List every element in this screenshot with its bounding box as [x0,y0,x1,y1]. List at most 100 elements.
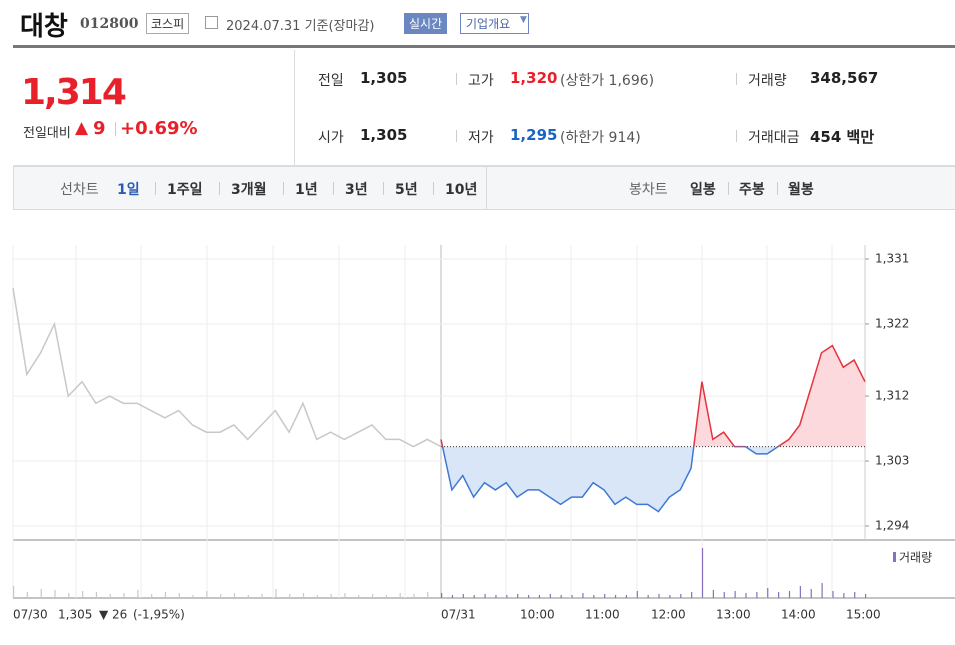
x-tick-label: 11:00 [585,608,620,622]
volume-bar [385,595,387,598]
divider [456,73,457,85]
divider [219,182,220,195]
volume-bar [95,592,98,598]
volume-bar [247,595,249,598]
y-tick-label: 1,312 [875,389,909,403]
volume-bar [865,594,867,598]
volume-bar [636,591,638,598]
volume-bar [462,594,464,598]
volume-bar [68,593,70,598]
item-value: 1,305 [360,126,408,144]
divider [736,130,737,142]
change: 9 [93,118,106,139]
volume-bar [658,594,660,598]
market-badge: 코스피 [146,13,190,34]
volume-bar [206,591,208,598]
item-value: 454 백만 [810,128,875,146]
volume-bar [549,594,551,598]
volume-bar [192,595,194,598]
prev-change: ▼ 26 [99,608,127,622]
item-label: 시가 [318,130,344,146]
divider [486,167,487,209]
volume-bar [289,594,291,598]
volume-bar [151,594,153,598]
volume-bar [302,593,305,598]
y-tick-label: 1,322 [875,316,909,330]
volume-bar [427,592,429,598]
x-tick-label: 12:00 [651,608,686,622]
tab[interactable]: 주봉 [739,182,765,198]
prev-close: 1,305 [58,608,92,622]
volume-bar [451,595,454,598]
volume-bar [669,595,671,598]
tab-bar: 선차트 1일 1주일 3개월 1년 3년 5년 10년 봉차트 일봉 주봉 월봉 [13,166,955,210]
divider [155,182,156,195]
volume-bar [593,595,595,598]
volume-bar [810,589,812,598]
item-note: (상한가 1,696) [560,73,655,89]
volume-bar [723,592,725,598]
y-tick-label: 1,294 [875,519,909,533]
divider [383,182,384,195]
tab-group-label: 봉차트 [629,182,668,198]
volume-bar [712,590,714,598]
stock-code: 012800 [80,16,139,32]
tab[interactable]: 3개월 [231,182,267,198]
divider [736,73,737,85]
tab-group-label: 선차트 [60,182,99,198]
volume-bar [484,594,486,598]
volume-bar [109,594,111,598]
volume-bar [571,595,573,598]
item-value: 1,305 [360,69,408,87]
company-button[interactable]: 기업개요 [460,13,530,34]
divider [433,182,434,195]
summary: 1,314 전일대비 ▲ 9 +0.69% 전일 1,305 고가 1,320 (상한가… [13,50,955,166]
volume-bar [441,594,443,598]
item-note: (하한가 914) [560,130,641,146]
x-tick-label: 13:00 [716,608,751,622]
volume-bar [778,592,780,598]
item-value: 1,295 [510,126,558,144]
tab[interactable]: 3년 [345,182,368,198]
y-tick-label: 1,331 [875,252,909,266]
tab[interactable]: 월봉 [788,182,814,198]
tab[interactable]: 1일 [117,182,140,198]
item-label: 전일 [318,73,344,89]
divider [777,182,778,195]
volume-bar [506,595,508,598]
divider [294,50,295,165]
divider [728,182,729,195]
tab[interactable]: 일봉 [690,182,716,198]
volume-bar [371,594,374,598]
volume-bar [680,594,682,598]
volume-bar [843,593,845,598]
item-value: 348,567 [810,69,879,87]
x-tick-label: 10:00 [520,608,555,622]
volume-bar [527,595,530,598]
x-tick-label: 07/31 [441,608,476,622]
volume-bar [582,593,584,598]
tab[interactable]: 1년 [295,182,318,198]
volume-bar [560,595,562,598]
volume-bar [399,593,401,598]
volume-bar [745,593,747,598]
volume-bar [788,591,791,598]
realtime-badge[interactable]: 실시간 [404,13,448,34]
tab[interactable]: 10년 [445,182,478,198]
item-label: 거래량 [748,73,787,89]
stock-name: 대창 [20,12,68,42]
volume-bar [54,590,56,598]
volume-bar [123,593,125,598]
volume-bar [604,594,606,598]
volume-bar [832,591,834,598]
volume-bar [767,588,769,598]
volume-bar [821,583,823,598]
tab[interactable]: 5년 [395,182,418,198]
prev-rate: (-1,95%) [133,608,185,622]
volume-bar [344,593,346,598]
volume-bar [473,595,475,598]
volume-bar [330,594,332,598]
tab[interactable]: 1주일 [167,182,203,198]
item-label: 고가 [468,73,494,89]
